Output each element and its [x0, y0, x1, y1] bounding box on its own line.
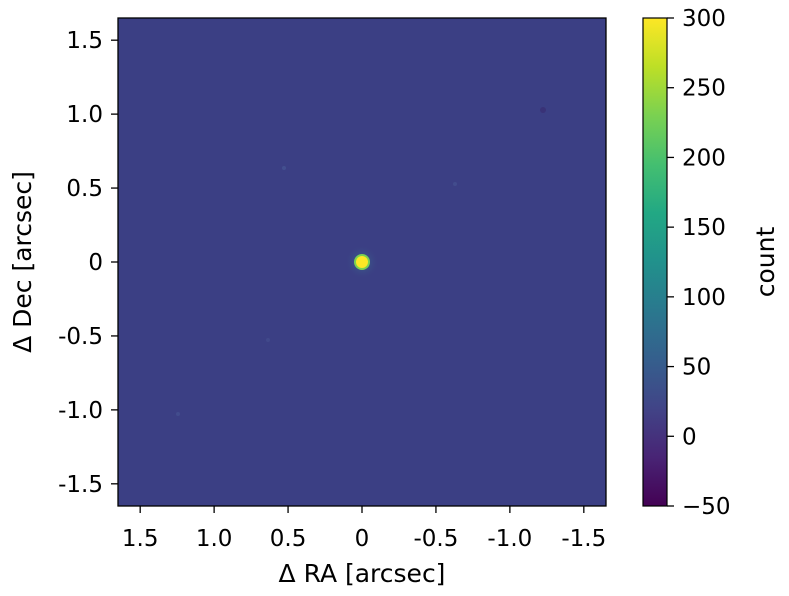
- speckle: [453, 182, 457, 186]
- sources-layer: [346, 246, 378, 278]
- colorbar-ticks: 300 250 200 150 100 50 0 −50: [667, 6, 731, 520]
- x-tick-label: 0.5: [270, 526, 307, 552]
- speckle: [540, 107, 546, 113]
- x-tick-label: 0: [355, 526, 370, 552]
- y-axis-ticks: 1.5 1.0 0.5 0 -0.5 -1.0 -1.5: [58, 28, 118, 498]
- speckle: [282, 166, 286, 170]
- y-tick-label: 0.5: [66, 176, 103, 202]
- x-tick-label: -1.5: [561, 526, 606, 552]
- colorbar-tick-label: 200: [682, 145, 726, 171]
- y-tick-label: 0: [88, 250, 103, 276]
- speckle: [266, 338, 270, 342]
- y-tick-label: -1.5: [58, 472, 103, 498]
- y-axis-label: Δ Dec [arcsec]: [8, 171, 37, 353]
- colorbar-tick-label: 100: [682, 285, 726, 311]
- x-tick-label: 1.0: [196, 526, 233, 552]
- x-tick-label: 1.5: [122, 526, 159, 552]
- colorbar-label: count: [751, 227, 780, 298]
- colorbar-tick-label: 0: [682, 424, 697, 450]
- y-tick-label: -1.0: [58, 398, 103, 424]
- x-tick-label: -0.5: [413, 526, 458, 552]
- x-axis-label: Δ RA [arcsec]: [279, 559, 446, 588]
- colorbar-tick-label: 150: [682, 215, 726, 241]
- x-tick-label: -1.0: [487, 526, 532, 552]
- source-peak: [356, 256, 368, 268]
- y-tick-label: -0.5: [58, 324, 103, 350]
- colorbar-tick-label: −50: [682, 494, 731, 520]
- y-tick-label: 1.5: [66, 28, 103, 54]
- colorbar-tick-label: 50: [682, 355, 711, 381]
- heatmap: [117, 17, 607, 507]
- y-tick-label: 1.0: [66, 102, 103, 128]
- speckle: [176, 412, 180, 416]
- colorbar-gradient: [642, 17, 668, 507]
- x-axis-ticks: 1.5 1.0 0.5 0 -0.5 -1.0 -1.5: [122, 506, 606, 552]
- colorbar-tick-label: 250: [682, 76, 726, 102]
- colorbar: 300 250 200 150 100 50 0 −50 count: [642, 6, 780, 520]
- colorbar-tick-label: 300: [682, 6, 726, 32]
